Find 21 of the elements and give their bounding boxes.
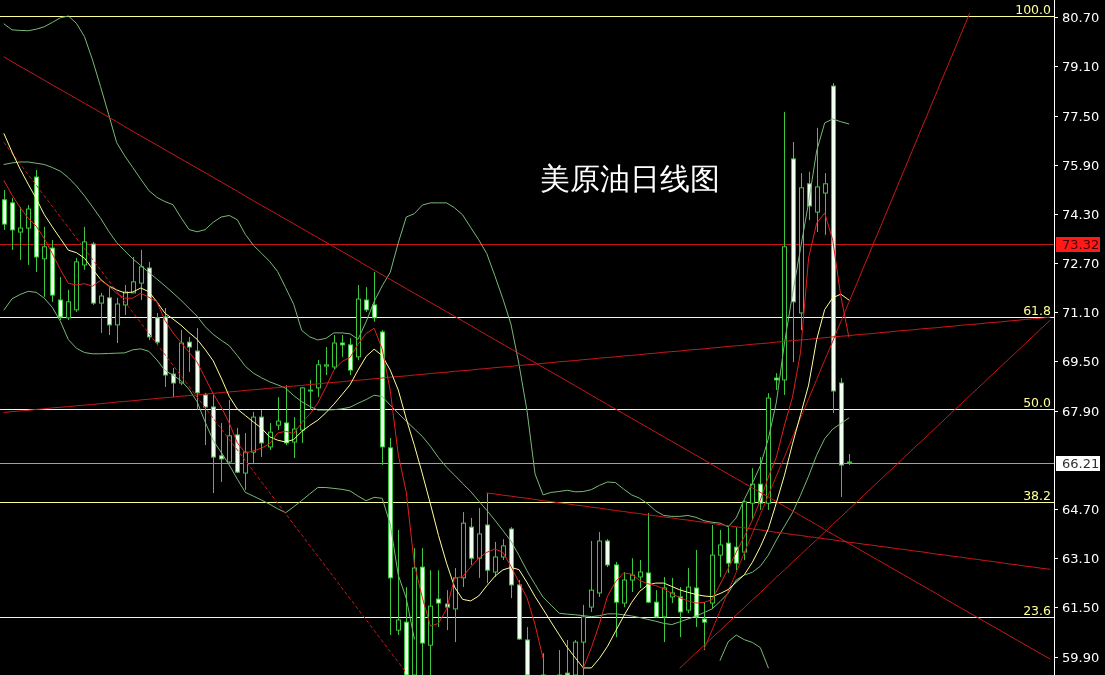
- y-tick-label: 59.90: [1062, 650, 1100, 665]
- title: 美原油日线图: [540, 161, 720, 195]
- y-tick-label: 75.90: [1062, 158, 1100, 173]
- annotation: 38.2: [1023, 488, 1051, 503]
- y-tick-label: 67.90: [1062, 404, 1100, 419]
- annotation: 23.6: [1023, 603, 1051, 618]
- y-tick-label: 74.30: [1062, 207, 1100, 222]
- y-tick-label: 72.70: [1062, 256, 1100, 271]
- annotation: 61.8: [1023, 303, 1051, 318]
- y-tick-label: 63.10: [1062, 551, 1100, 566]
- y-tick-label: 71.10: [1062, 305, 1100, 320]
- annotation: 50.0: [1023, 395, 1051, 410]
- ref-line-label: 73.32: [1056, 237, 1100, 252]
- ref-line-label: 66.21: [1056, 456, 1100, 471]
- y-tick-label: 61.50: [1062, 600, 1100, 615]
- y-tick-label: 79.10: [1062, 59, 1100, 74]
- y-tick-label: 69.50: [1062, 354, 1100, 369]
- y-tick-label: 80.70: [1062, 10, 1100, 25]
- y-tick-label: 77.50: [1062, 109, 1100, 124]
- y-tick-label: 64.70: [1062, 502, 1100, 517]
- annotation: 100.0: [1015, 2, 1051, 17]
